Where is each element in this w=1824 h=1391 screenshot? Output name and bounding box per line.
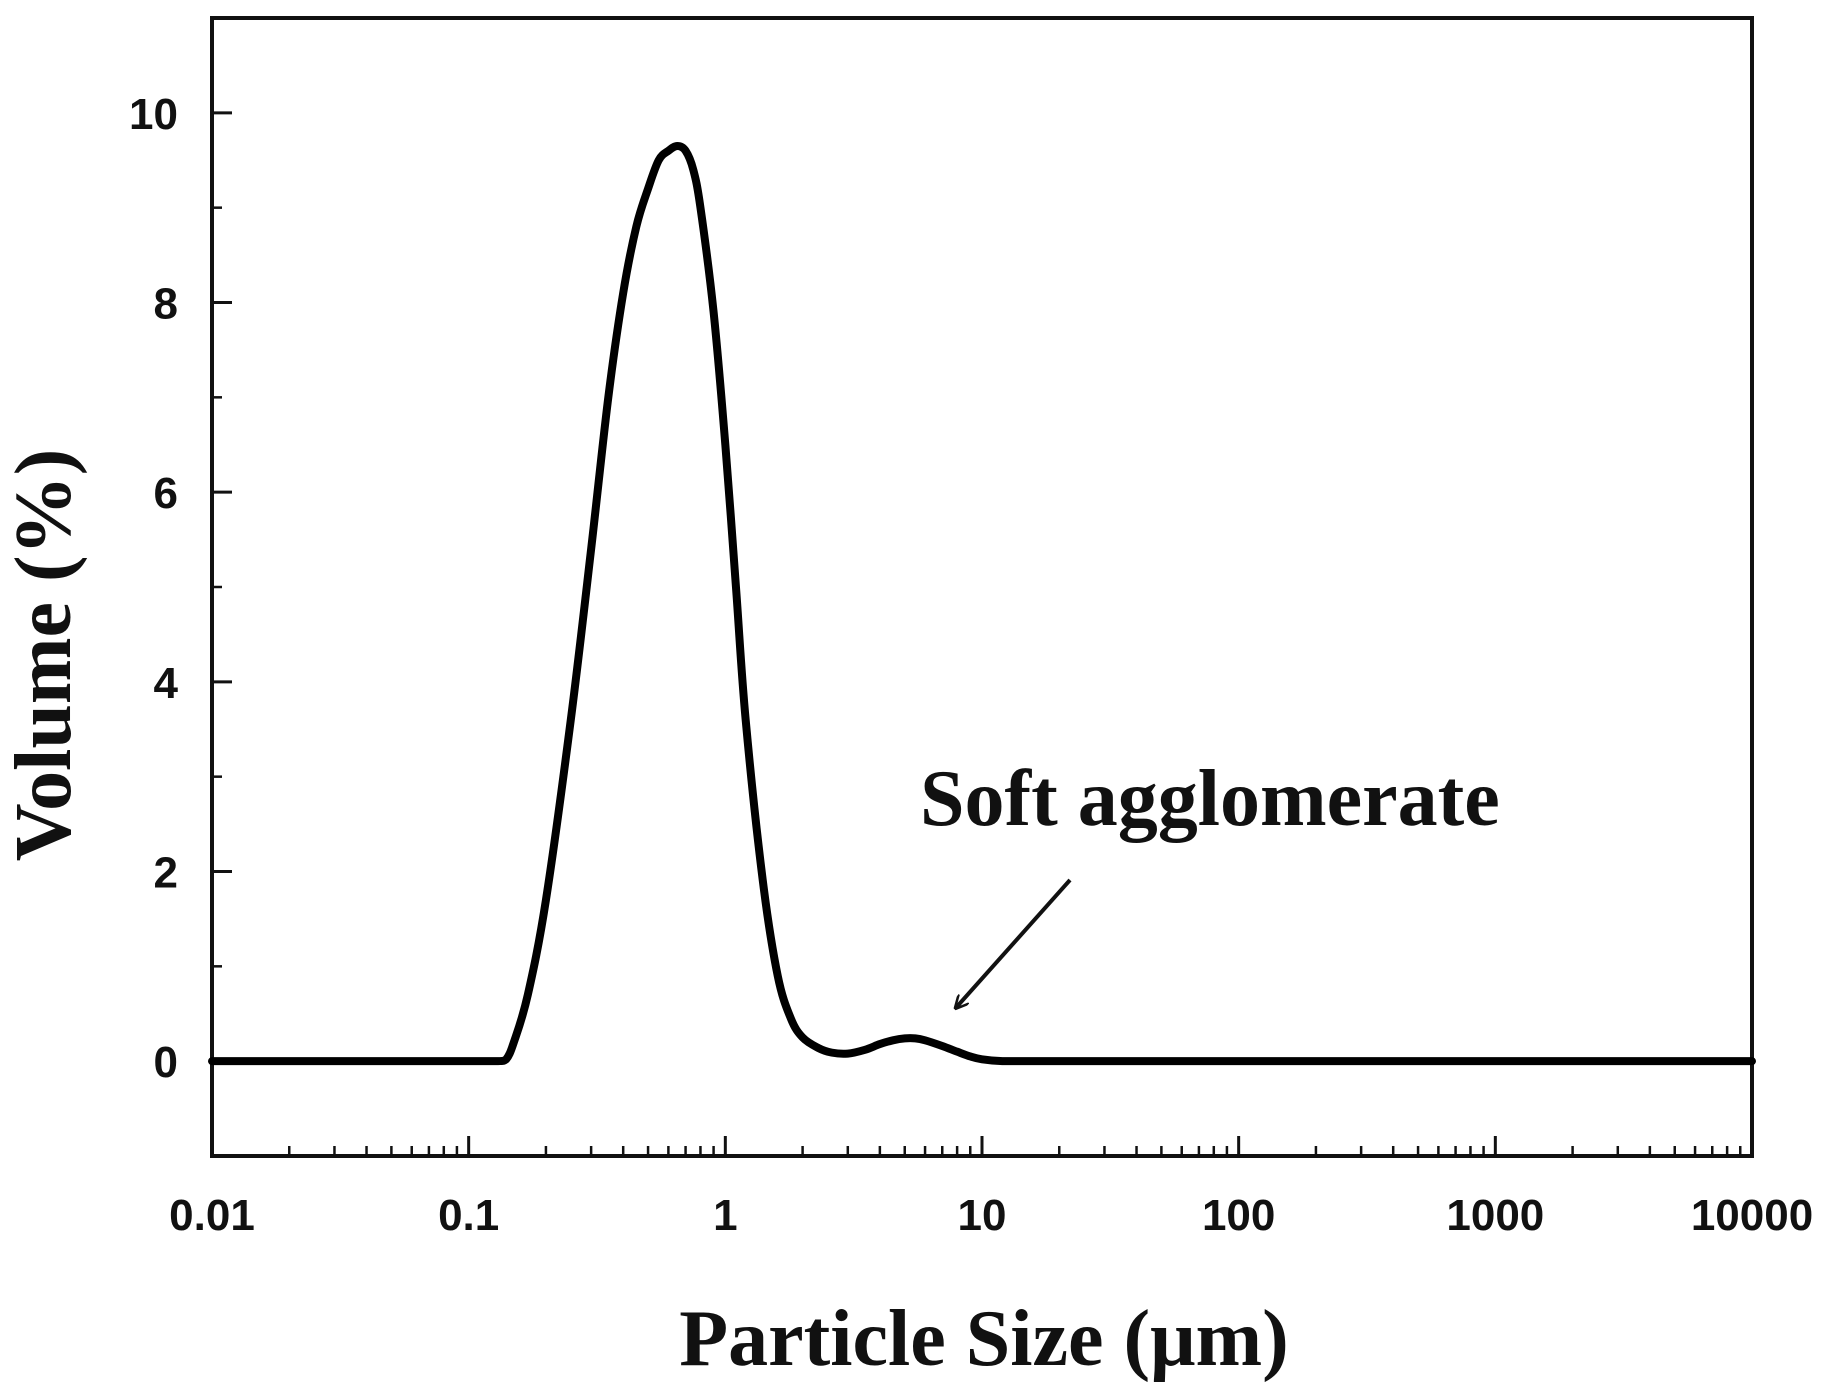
y-axis-title: Volume (%) [0,449,88,862]
axes-layer: 0.01 0.1 1 10 100 1000 10000 0 2 4 6 8 10 [129,16,1813,1240]
x-tick-label: 100 [1202,1191,1275,1240]
volume-distribution-line [208,142,1756,1066]
y-tick-label: 4 [154,659,179,708]
x-axis-title: Particle Size (μm) [679,1295,1289,1383]
series-layer [208,142,1756,1066]
y-tick-label: 6 [154,469,178,518]
annotation-arrow [956,878,1072,1008]
x-tick-label: 0.1 [438,1191,499,1240]
plot-frame [210,16,1754,1158]
y-tick-label: 2 [154,849,178,898]
y-tick-label: 10 [129,90,178,139]
x-tick-label: 1 [713,1191,737,1240]
y-tick-label: 0 [154,1038,178,1087]
annotation-layer: Soft agglomerate [920,755,1500,1008]
x-tick-label: 10 [958,1191,1007,1240]
x-tick-label: 10000 [1691,1191,1813,1240]
y-tick-label: 8 [154,280,178,329]
annotation-label: Soft agglomerate [920,755,1500,843]
x-tick-label: 0.01 [169,1191,255,1240]
x-tick-label: 1000 [1446,1191,1544,1240]
